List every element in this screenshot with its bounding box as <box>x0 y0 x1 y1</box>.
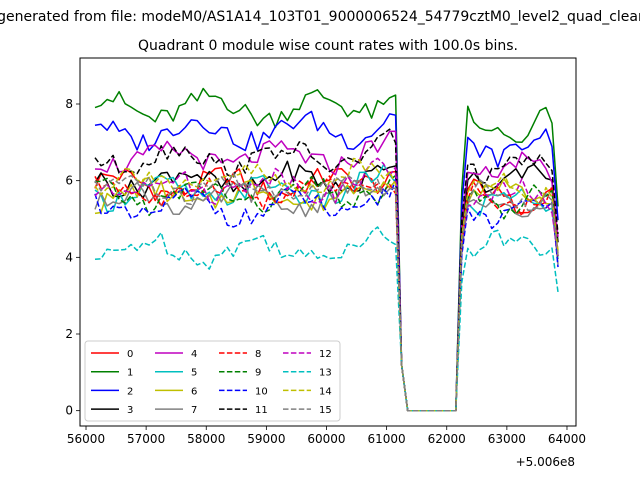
x-tick-label-56000: 56000 <box>67 432 105 446</box>
legend-label-8: 8 <box>255 349 261 360</box>
legend-label-4: 4 <box>191 349 197 360</box>
x-tick-label-58000: 58000 <box>187 432 225 446</box>
series-line-7 <box>94 179 559 412</box>
series-line-11 <box>94 128 559 412</box>
x-tick-label-59000: 59000 <box>247 432 285 446</box>
series-line-10 <box>94 178 559 412</box>
y-tick-label-0: 0 <box>65 404 73 418</box>
legend-label-11: 11 <box>255 405 268 416</box>
y-tick-label-2: 2 <box>65 327 73 341</box>
legend-label-1: 1 <box>127 368 133 379</box>
series-line-1 <box>94 87 559 412</box>
axes: 56000 57000 58000 59000 60000 61000 62000 63000… <box>65 57 586 446</box>
legend-label-5: 5 <box>191 368 197 379</box>
x-tick-label-64000: 64000 <box>548 432 586 446</box>
x-tick-label-62000: 62000 <box>428 432 466 446</box>
legend-label-0: 0 <box>127 349 133 360</box>
legend-label-9: 9 <box>255 368 261 379</box>
series-line-9 <box>94 174 559 412</box>
x-tick-label-61000: 61000 <box>368 432 406 446</box>
series-line-6 <box>94 176 559 412</box>
legend-label-12: 12 <box>319 349 332 360</box>
legend-label-10: 10 <box>255 386 268 397</box>
legend-label-3: 3 <box>127 405 133 416</box>
x-tick-label-63000: 63000 <box>488 432 526 446</box>
x-tick-label-57000: 57000 <box>127 432 165 446</box>
legend-box <box>84 340 341 422</box>
legend-label-13: 13 <box>319 368 332 379</box>
y-tick-label-6: 6 <box>65 174 73 188</box>
plot-frame <box>79 57 577 427</box>
series-line-13 <box>94 226 559 412</box>
y-tick-label-8: 8 <box>65 97 73 111</box>
series-line-3 <box>94 160 559 412</box>
y-tick-label-4: 4 <box>65 250 73 264</box>
series-line-2 <box>94 110 559 412</box>
legend-label-14: 14 <box>319 386 332 397</box>
series-line-15 <box>94 171 559 412</box>
x-offset-label: +5.006e8 <box>516 455 575 469</box>
legend-label-15: 15 <box>319 405 332 416</box>
series-line-4 <box>94 130 559 412</box>
legend-label-6: 6 <box>191 386 197 397</box>
series-line-12 <box>94 157 559 412</box>
x-tick-label-60000: 60000 <box>307 432 345 446</box>
legend-label-7: 7 <box>191 405 197 416</box>
legend-label-2: 2 <box>127 386 133 397</box>
chart-title: Quadrant 0 module wise count rates with … <box>138 38 518 54</box>
figure-suptitle: Plot generated from file: modeM0/AS1A14_… <box>0 9 640 25</box>
